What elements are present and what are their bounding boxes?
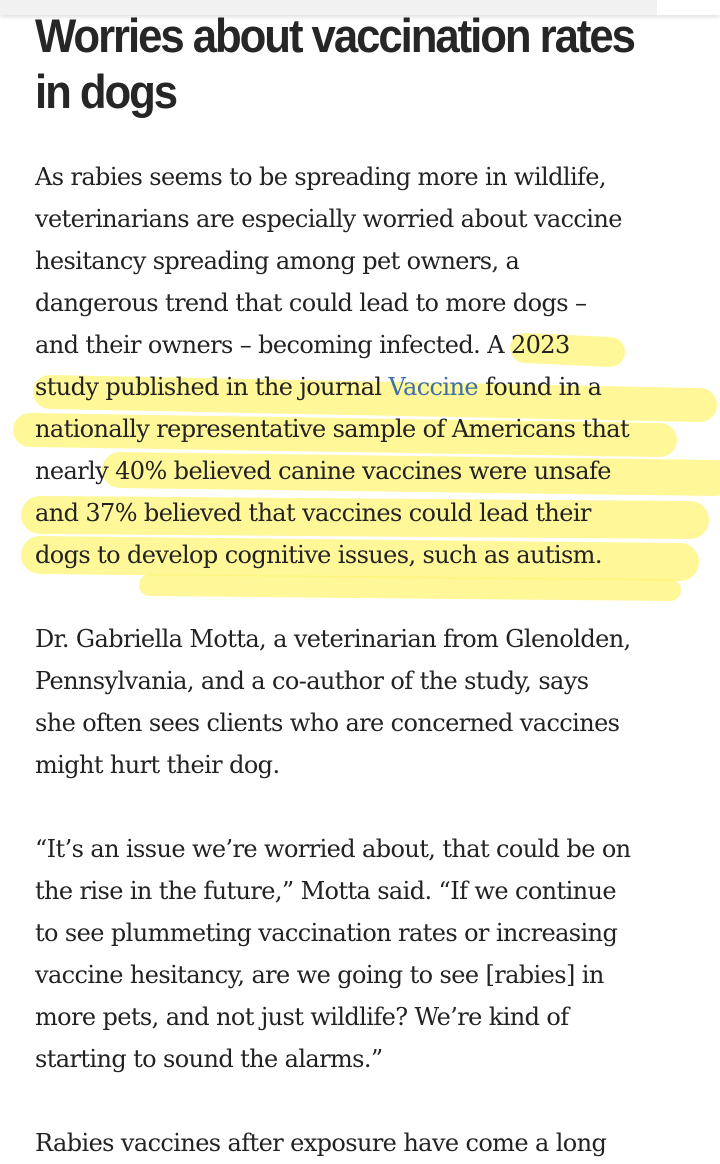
paragraph-line: dogs to develop cognitive issues, such a… (35, 541, 602, 569)
highlight-stroke (510, 333, 625, 367)
paragraph-line: nationally representative sample of Amer… (35, 415, 630, 443)
paragraph-line: dangerous trend that could lead to more … (35, 289, 587, 317)
browser-top-bar (0, 0, 720, 15)
paragraph-line: to see plummeting vaccination rates or i… (35, 919, 618, 947)
highlight-stroke (21, 536, 699, 581)
line-text: found in a (477, 373, 602, 401)
paragraph-line: study published in the journal Vaccine f… (35, 366, 602, 408)
paragraph-line: Rabies vaccines after exposure have come… (35, 1129, 607, 1157)
paragraph-line: the rise in the future,” Motta said. “If… (35, 877, 617, 905)
paragraph-line: hesitancy spreading among pet owners, a (35, 247, 520, 275)
paragraph-line: and their owners – becoming infected. A … (35, 331, 570, 359)
vaccine-journal-link[interactable]: Vaccine (388, 373, 478, 401)
address-bar-area (0, 0, 657, 15)
highlight-stroke (33, 375, 717, 422)
section-headline: Worries about vaccination rates in dogs (35, 9, 636, 118)
paragraph-line: nearly 40% believed canine vaccines were… (35, 457, 611, 485)
paragraph-line: Pennsylvania, and a co-author of the stu… (35, 667, 589, 695)
highlight-stroke (13, 413, 677, 457)
paragraph-line: more pets, and not just wildlife? We’re … (35, 1003, 569, 1031)
paragraph-line: she often sees clients who are concerned… (35, 709, 620, 737)
paragraph-line: “It’s an issue we’re worried about, that… (35, 835, 631, 863)
line-text: study published in the journal (35, 373, 389, 401)
paragraph-line: starting to sound the alarms.” (35, 1045, 383, 1073)
paragraph-line: might hurt their dog. (35, 751, 280, 779)
paragraph-line: veterinarians are especially worried abo… (35, 205, 622, 233)
highlight-stroke (139, 574, 681, 601)
highlight-stroke (102, 452, 720, 496)
paragraph-line: and 37% believed that vaccines could lea… (35, 499, 591, 527)
paragraph-line: Dr. Gabriella Motta, a veterinarian from… (35, 625, 631, 653)
paragraph-line: As rabies seems to be spreading more in … (35, 163, 607, 191)
paragraph-line: vaccine hesitancy, are we going to see [… (35, 961, 604, 989)
highlight-stroke (21, 496, 709, 539)
